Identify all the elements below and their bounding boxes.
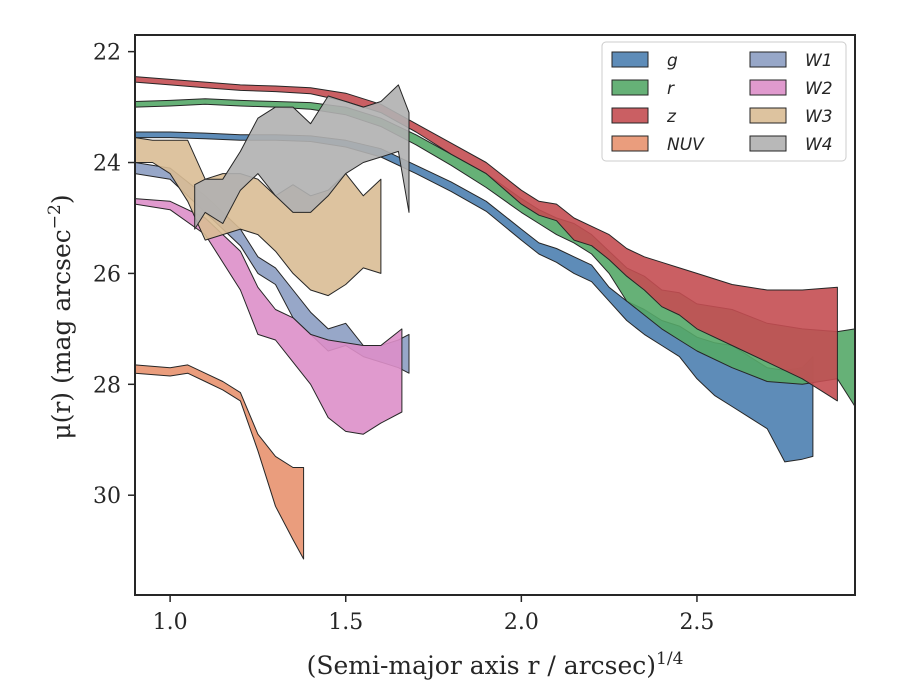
legend-swatch-g	[611, 51, 649, 68]
legend-label-w3: W3	[805, 107, 833, 127]
series-areas	[134, 76, 856, 560]
legend-label-nuv: NUV	[667, 135, 705, 155]
x-tick-label: 1.5	[328, 610, 363, 635]
legend-box	[601, 41, 847, 162]
legend-swatch-w3	[749, 107, 787, 124]
legend-swatch-z	[611, 107, 649, 124]
legend-swatch-w4	[749, 135, 787, 152]
legend-label-w4: W4	[805, 135, 833, 155]
plot-frame	[134, 34, 856, 596]
legend-swatch-w1	[749, 51, 787, 68]
y-tick-label: 24	[93, 152, 121, 177]
y-tick-label: 28	[93, 373, 121, 398]
x-tick-label: 1.0	[153, 610, 188, 635]
x-axis-label: (Semi-major axis r / arcsec)1/4	[307, 649, 684, 680]
series-band-g	[134, 131, 814, 463]
legend-label-r: r	[667, 79, 675, 99]
legend-swatch-nuv	[611, 135, 649, 152]
legend: grz NUV W1 W2 W3 W4	[601, 41, 847, 162]
legend-swatch-w2	[749, 79, 787, 96]
y-axis-ticks: 22 24 26 28 30	[93, 41, 135, 509]
legend-label-w1: W1	[805, 51, 833, 71]
y-axis-label: μ(r) (mag arcsec−2)	[45, 194, 76, 439]
series-band-nuv	[134, 364, 305, 560]
legend-label-g: g	[667, 51, 678, 71]
x-tick-label: 2.5	[679, 610, 714, 635]
y-tick-label: 26	[93, 262, 121, 287]
legend-swatch-r	[611, 79, 649, 96]
y-tick-label: 22	[93, 41, 121, 66]
x-tick-label: 2.0	[504, 610, 539, 635]
series-band-w1	[134, 162, 410, 374]
series-band-w3	[134, 137, 382, 297]
series-band-w2	[134, 198, 403, 435]
x-axis-ticks: 1.0 1.5 2.0 2.5	[153, 595, 714, 635]
y-tick-label: 30	[93, 484, 121, 509]
legend-label-z: z	[666, 107, 677, 127]
legend-label-w2: W2	[805, 79, 833, 99]
series-band-w4	[194, 84, 410, 230]
